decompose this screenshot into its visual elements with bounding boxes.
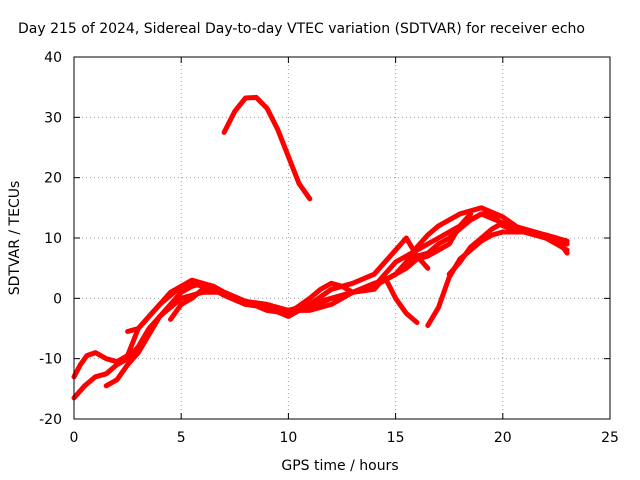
x-tick-label: 0 [70, 430, 79, 446]
series-line-arc-3 [71, 205, 570, 401]
y-tick-label: 30 [44, 110, 62, 126]
y-tick-labels: -20 -10 0 10 20 30 40 [39, 50, 62, 428]
y-tick-label: 20 [44, 171, 62, 187]
x-tick-label: 20 [494, 430, 512, 446]
grid [74, 57, 610, 419]
series-line-arc-6 [168, 211, 474, 322]
x-tick-label: 15 [387, 430, 405, 446]
x-axis-label: GPS time / hours [281, 458, 398, 474]
series-group [71, 94, 570, 401]
x-tick-label: 5 [177, 430, 186, 446]
y-tick-label: 40 [44, 50, 62, 66]
series-line-arc-7 [425, 229, 570, 328]
series-line-arc-2 [71, 235, 431, 380]
x-tick-label: 25 [601, 430, 619, 446]
x-tick-label: 10 [279, 430, 297, 446]
chart-title: Day 215 of 2024, Sidereal Day-to-day VTE… [18, 21, 585, 37]
y-tick-label: 10 [44, 231, 62, 247]
series-line-arc-9 [403, 211, 570, 265]
y-tick-label: 0 [53, 291, 62, 307]
ticks [73, 56, 611, 420]
y-tick-label: -10 [39, 352, 62, 368]
y-tick-label: -20 [39, 412, 62, 428]
series-line-arc-1 [221, 94, 313, 202]
y-axis-label: SDTVAR / TECUs [7, 181, 23, 296]
x-tick-labels: 0 5 10 15 20 25 [70, 430, 619, 446]
